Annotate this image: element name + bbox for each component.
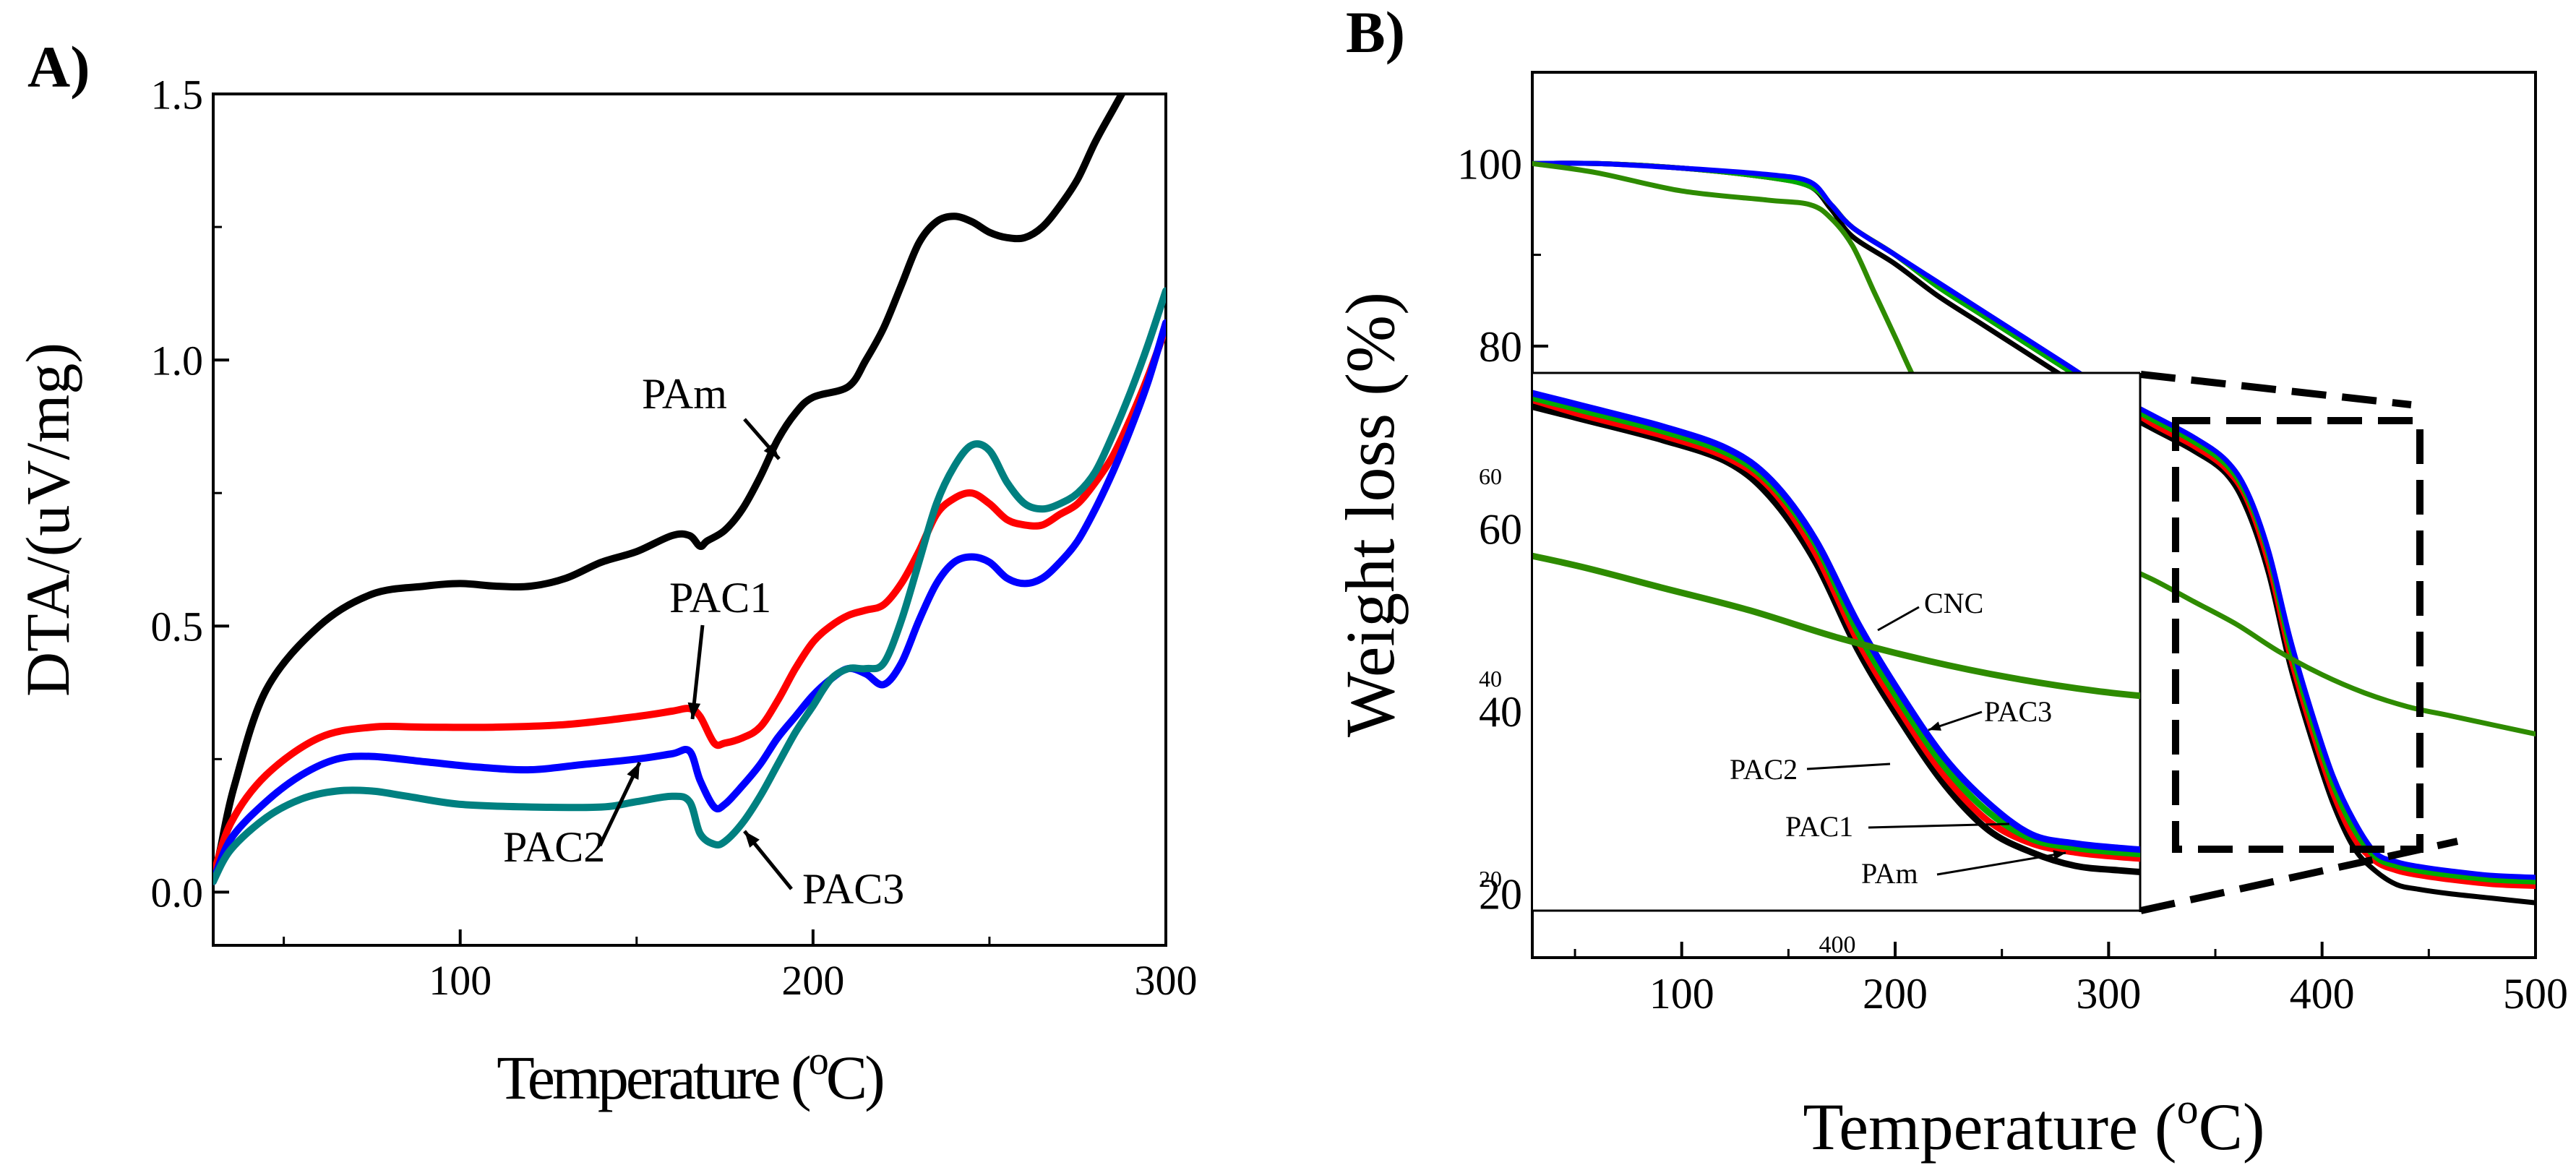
y-tick-label: 0.5 [151,603,204,650]
inset-series-pam [1533,403,2140,876]
x-tick-label: 200 [1863,970,1928,1018]
annotation-label-pac2: PAC2 [503,823,605,871]
x-tick-label: 200 [781,957,844,1004]
y-tick-label: 100 [1457,140,1522,188]
annotation-label-pac1: PAC1 [669,574,771,622]
panel-b-frame [1531,71,2537,959]
annotation-label-pac1: PAC1 [1785,810,1853,843]
inset-series-cnc [1533,552,2140,700]
zoom-connector-top [2140,371,2412,408]
x-tick-label: 100 [429,957,491,1004]
annotation-leader-pac2 [1806,762,1891,770]
panel-a-series [213,94,1166,885]
panel-b-label: B) [1346,0,1405,65]
panel-a-frame [212,93,1167,947]
b-series-pac2 [1532,160,2536,885]
y-tick-label: 20 [1479,871,1522,919]
a-series-pac1 [213,324,1166,880]
inset-y-tick-label: 60 [1479,463,1502,489]
panel-a-axis-ticks: 100 200 300 0.0 0.5 1.0 1.5 [151,71,1198,1004]
panel-a-x-axis-label: Temperature (oC) [497,1039,883,1112]
annotation-label-cnc: CNC [1924,587,1983,619]
annotation-arrow-pac3 [743,830,793,890]
panel-b-y-axis-label: Weight loss (%) [1331,292,1409,737]
y-tick-label: 1.5 [151,71,204,118]
inset-y-tick-label: 40 [1479,666,1502,692]
x-tick-label: 300 [1135,957,1198,1004]
a-series-pac3 [213,287,1166,885]
panel-b: B) 100 200 300 400 500 20 40 60 80 100 400 60 40 … [1331,0,2568,1164]
inset: 400 60 40 20 [1479,371,2142,958]
panel-a: A) 100 200 300 0.0 0.5 1.0 1.5 PAm PAC1 PAC2 PAC3… [13,34,1198,1112]
x-tick-label: 300 [2076,970,2141,1018]
panel-a-annotations: PAm PAC1 PAC2 PAC3 [503,370,904,913]
zoom-indicator [2139,371,2459,914]
inset-series-pac3 [1533,390,2140,854]
inset-series [1533,390,2140,876]
y-tick-label: 1.0 [151,337,204,384]
annotation-arrow-pam [743,418,781,460]
panel-a-label: A) [27,34,90,100]
inset-series-pac1 [1533,396,2140,862]
inset-series-pac2 [1533,394,2140,858]
inset-x-tick-label: 400 [1819,932,1856,958]
annotation-label-pam: PAm [1861,857,1918,890]
x-tick-label: 100 [1649,970,1714,1018]
zoom-connector-bottom [2139,838,2459,914]
annotation-leader-cnc [1877,606,1920,632]
inset-background [1533,373,2140,911]
panel-b-x-axis-label: Temperature (oC) [1803,1085,2264,1164]
annotation-leader-pac1 [1868,822,2010,829]
panel-b-axis-ticks: 100 200 300 400 500 20 40 60 80 100 [1457,140,2568,1018]
annotation-label-pac3: PAC3 [1984,695,2052,728]
annotation-label-pac2: PAC2 [1730,753,1798,786]
annotation-arrow-pac1 [687,624,705,720]
inset-y-tick-label: 20 [1479,866,1502,892]
a-series-pam [213,94,1126,885]
annotation-arrow-pam [1936,850,2066,876]
x-tick-label: 500 [2503,970,2568,1018]
y-tick-label: 80 [1479,323,1522,371]
annotation-label-pam: PAm [642,370,727,418]
x-tick-label: 400 [2290,970,2355,1018]
y-tick-label: 60 [1479,505,1522,553]
panel-b-series [1532,160,2536,906]
panel-a-y-axis-label: DTA/(uV/mg) [13,343,82,697]
zoom-box [2172,417,2423,853]
annotation-arrow-pac3 [1928,710,1983,731]
annotation-label-pac3: PAC3 [802,865,904,913]
annotation-arrow-pac2 [598,761,642,847]
y-tick-label: 40 [1479,688,1522,736]
a-series-pac2 [213,319,1166,885]
y-tick-label: 0.0 [151,869,204,916]
